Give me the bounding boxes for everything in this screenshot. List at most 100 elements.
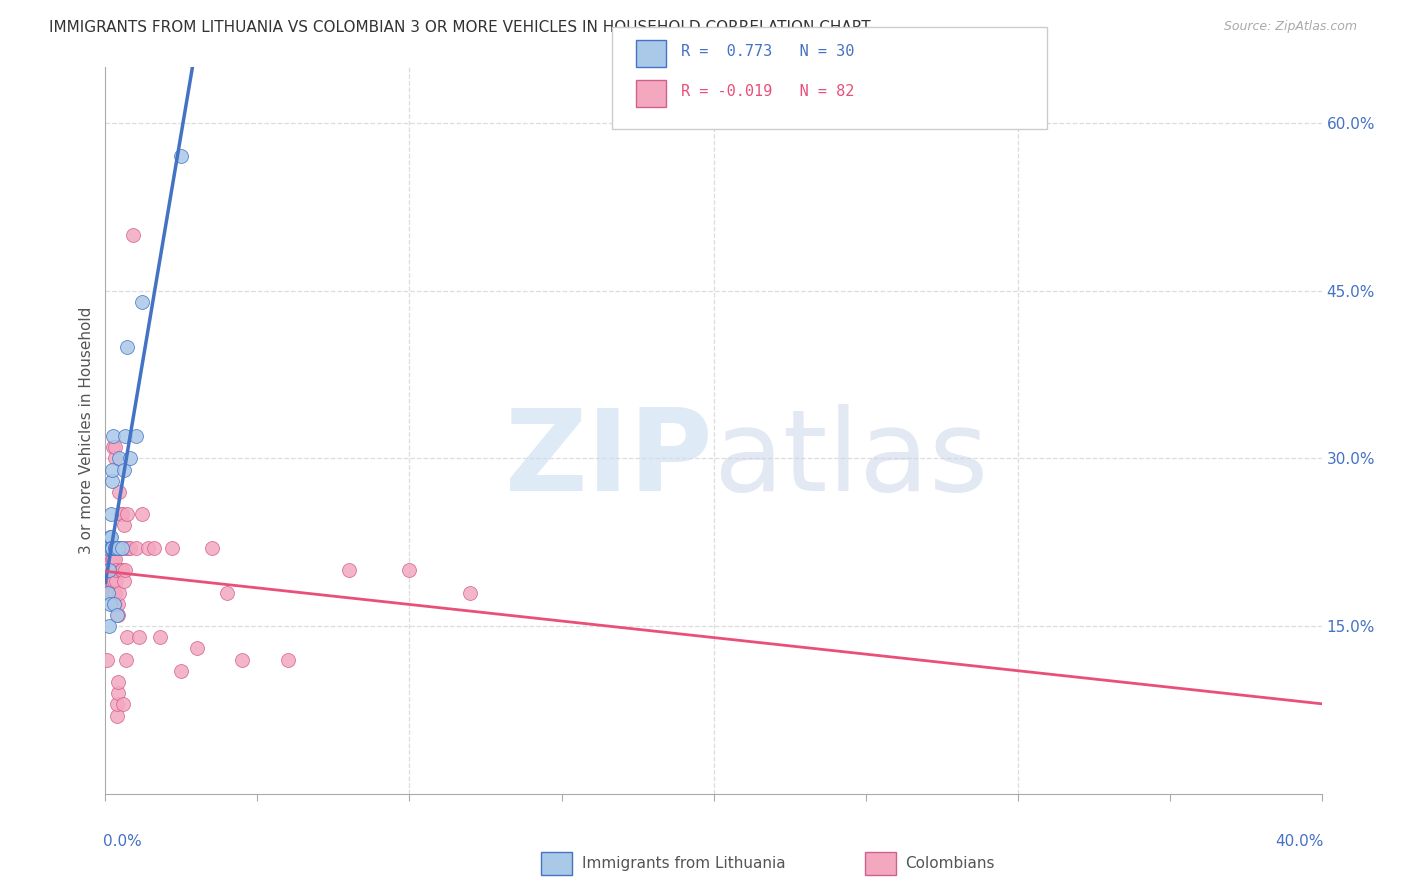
Point [104,585,127,599]
Point [105,708,128,723]
Point [101,574,124,589]
Point [100,552,122,566]
Point [101,585,124,599]
Text: R = -0.019   N = 82: R = -0.019 N = 82 [681,85,853,99]
Point [277,653,299,667]
Point [97,585,120,599]
Point [115,339,138,353]
Point [112,698,135,712]
Point [458,585,481,599]
Point [115,630,138,644]
Point [100,574,122,589]
Point [104,585,127,599]
Point [101,574,124,589]
Point [103,597,125,611]
Point [97,563,120,577]
Point [108,484,131,499]
Text: Colombians: Colombians [905,856,995,871]
Point [108,585,131,599]
Point [105,541,128,555]
Point [115,508,138,522]
Point [103,552,125,566]
Point [100,563,122,577]
Point [101,552,124,566]
Text: atlas: atlas [713,404,988,515]
Point [101,429,124,443]
Point [117,541,139,555]
Point [100,585,122,599]
Point [101,474,124,488]
Point [97,552,120,566]
Point [143,541,166,555]
Text: ZIP: ZIP [505,404,713,515]
Point [131,508,153,522]
Point [186,641,208,656]
Point [103,440,125,454]
Text: 0.0%: 0.0% [103,834,142,849]
Point [217,585,239,599]
Point [101,563,124,577]
Point [100,585,122,599]
Point [107,686,129,700]
Point [98,541,121,555]
Point [170,149,193,163]
Point [170,664,193,678]
Point [114,563,136,577]
Point [97,541,120,555]
Point [107,675,129,690]
Point [100,541,122,555]
Text: IMMIGRANTS FROM LITHUANIA VS COLOMBIAN 3 OR MORE VEHICLES IN HOUSEHOLD CORRELATI: IMMIGRANTS FROM LITHUANIA VS COLOMBIAN 3… [49,20,870,35]
Point [118,451,141,466]
Point [96,653,118,667]
Point [114,429,136,443]
Point [115,653,138,667]
Text: R =  0.773   N = 30: R = 0.773 N = 30 [681,45,853,59]
Point [97,541,120,555]
Point [111,563,134,577]
Point [110,508,132,522]
Point [100,508,122,522]
Point [398,563,420,577]
Point [98,585,121,599]
Point [131,294,153,309]
Point [337,563,360,577]
Point [97,541,120,555]
Point [201,541,224,555]
Point [149,630,172,644]
Point [101,585,124,599]
Point [114,541,136,555]
Point [118,541,141,555]
Point [162,541,184,555]
Point [103,541,125,555]
Point [100,541,122,555]
Point [128,630,150,644]
Text: 40.0%: 40.0% [1275,834,1324,849]
Point [103,451,125,466]
Point [107,541,129,555]
Point [101,440,124,454]
Point [98,563,121,577]
Point [101,541,124,555]
Point [98,552,121,566]
Point [103,597,125,611]
Point [100,541,122,555]
Point [104,541,127,555]
Point [110,563,132,577]
Point [112,462,135,476]
Point [112,518,135,533]
Point [105,563,128,577]
Point [98,541,121,555]
Point [98,563,121,577]
Point [98,552,121,566]
Text: Source: ZipAtlas.com: Source: ZipAtlas.com [1223,20,1357,33]
Point [100,563,122,577]
Point [111,541,134,555]
Point [107,541,129,555]
Point [125,429,148,443]
Point [97,541,120,555]
Point [105,698,128,712]
Point [101,462,124,476]
Point [111,508,134,522]
Y-axis label: 3 or more Vehicles in Household: 3 or more Vehicles in Household [79,307,94,554]
Point [100,585,122,599]
